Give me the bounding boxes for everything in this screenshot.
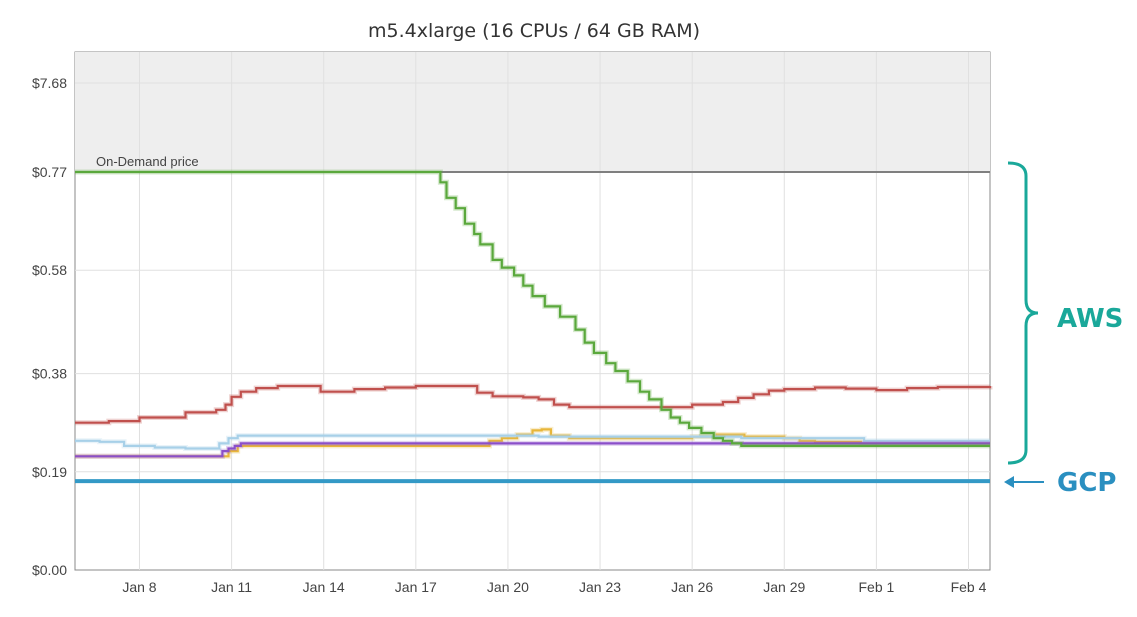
y-tick-label: $0.38 <box>32 366 67 382</box>
spot-series-purple <box>75 442 990 458</box>
series-group <box>75 169 993 484</box>
x-tick-label: Jan 11 <box>211 579 252 595</box>
spot-series-red <box>75 384 992 424</box>
gcp-arrow-icon <box>1004 476 1044 488</box>
y-tick-label: $0.00 <box>32 562 67 578</box>
spot-series-lightblue <box>75 434 990 450</box>
x-tick-label: Feb 1 <box>858 579 894 595</box>
y-tick-label: $0.58 <box>32 262 67 278</box>
aws-label: AWS <box>1057 304 1123 334</box>
y-tick-label: $0.19 <box>32 464 67 480</box>
x-tick-label: Feb 4 <box>951 579 987 595</box>
above-on-demand-band <box>75 52 990 172</box>
x-tick-label: Jan 17 <box>395 579 437 595</box>
x-axis: Jan 8 Jan 11 Jan 14 Jan 17 Jan 20 Jan 23 Jan 2… <box>122 579 986 595</box>
x-tick-label: Jan 29 <box>763 579 805 595</box>
chart-title: m5.4xlarge (16 CPUs / 64 GB RAM) <box>368 20 700 42</box>
aws-bracket <box>1007 161 1039 465</box>
on-demand-price-label: On-Demand price <box>96 154 199 169</box>
grid <box>75 52 990 570</box>
y-tick-label: $0.77 <box>32 164 67 180</box>
spot-series-green <box>75 170 990 447</box>
x-tick-label: Jan 14 <box>303 579 345 595</box>
gcp-label: GCP <box>1057 468 1116 498</box>
x-tick-label: Jan 26 <box>671 579 713 595</box>
x-tick-label: Jan 23 <box>579 579 621 595</box>
x-tick-label: Jan 8 <box>122 579 156 595</box>
y-axis: $0.00 $0.19 $0.38 $0.58 $0.77 $7.68 <box>32 75 67 578</box>
y-tick-label: $7.68 <box>32 75 67 91</box>
x-tick-label: Jan 20 <box>487 579 529 595</box>
